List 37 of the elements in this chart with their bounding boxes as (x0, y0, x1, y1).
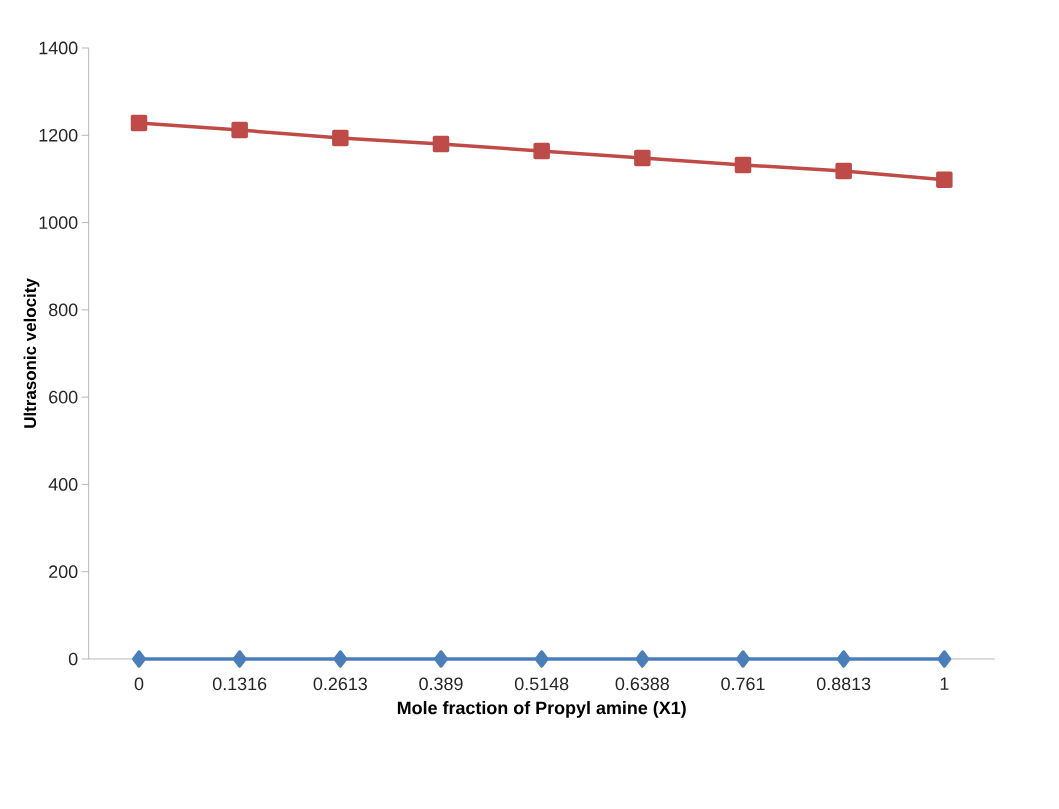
y-tick-label: 800 (49, 303, 78, 317)
point (333, 650, 348, 668)
x-axis-title: Mole fraction of Propyl amine (X1) (397, 701, 686, 718)
y-tick-label: 200 (49, 565, 78, 579)
x-tick-label: 0.6388 (615, 677, 669, 691)
point (434, 650, 449, 668)
point (937, 650, 952, 668)
y-tick-label: 0 (68, 652, 78, 666)
x-tick-label: 0.761 (721, 677, 765, 691)
x-tick-label: 0.5148 (514, 677, 569, 691)
point (534, 650, 549, 668)
y-tick-label: 1200 (39, 128, 78, 142)
y-tick-label: 1000 (39, 216, 78, 229)
point (836, 650, 851, 668)
point (736, 650, 751, 668)
y-tick-label: 1400 (39, 41, 78, 55)
point (231, 121, 248, 139)
x-tick-label: 0.8813 (816, 677, 871, 691)
y-tick-label: 600 (49, 390, 78, 404)
point (734, 156, 752, 174)
point (332, 129, 349, 147)
x-tick-label: 1 (940, 677, 949, 690)
point (432, 135, 450, 153)
x-tick-label: 0.389 (419, 677, 463, 691)
point (132, 650, 147, 668)
point (936, 171, 953, 189)
point (634, 149, 651, 167)
y-axis-title: Ultrasonic velocity (23, 278, 40, 428)
x-tick-label: 0.2613 (313, 677, 367, 691)
x-tick-label: 0 (134, 677, 144, 691)
x-tick-label: 0.1316 (212, 677, 267, 691)
point (130, 114, 148, 132)
y-tick-label: 400 (48, 478, 78, 491)
point (232, 650, 247, 668)
point (533, 142, 550, 160)
point (835, 162, 852, 180)
point (635, 650, 650, 668)
